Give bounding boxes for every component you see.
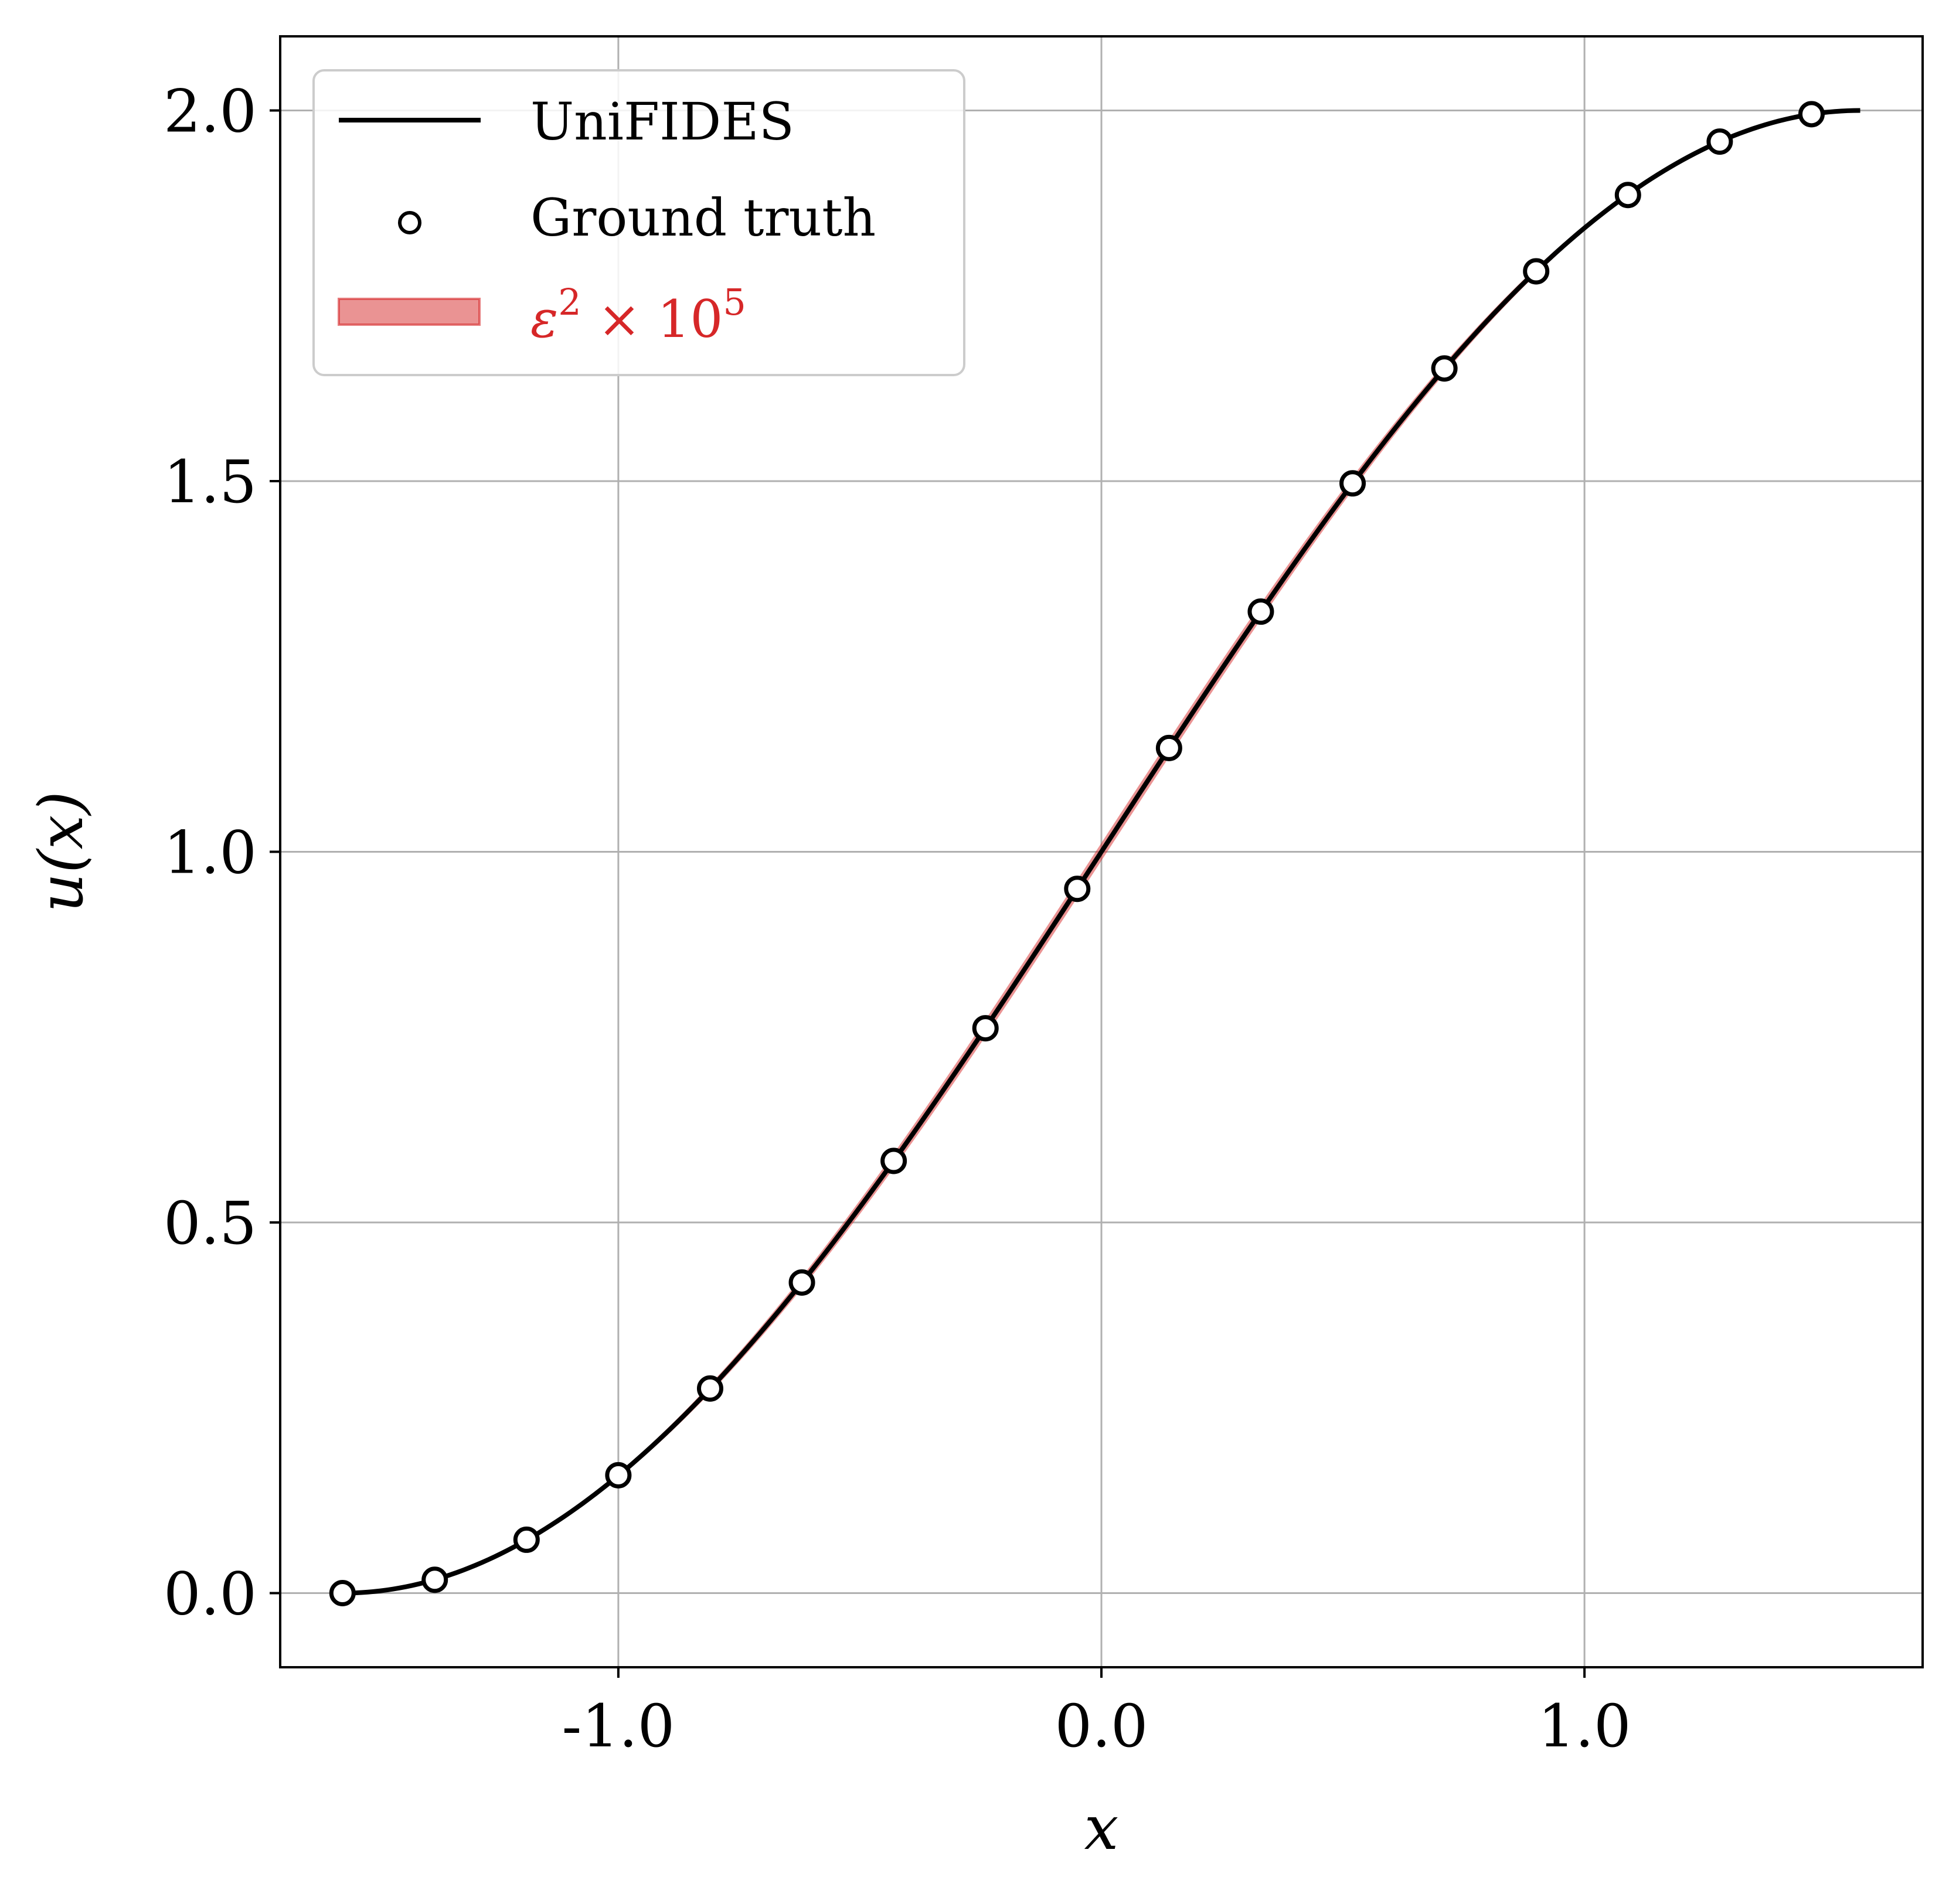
x-tick-label: -1.0 [562, 1692, 675, 1760]
x-tick-label: 0.0 [1055, 1692, 1148, 1760]
x-axis-label: x [1084, 1792, 1119, 1864]
unifides-line-layer [342, 108, 1860, 1596]
x-tick-label: 1.0 [1538, 1692, 1631, 1760]
ground-truth-point [788, 1269, 815, 1296]
ground-truth-point [972, 1015, 999, 1042]
legend-label-error-base: ε [530, 289, 558, 349]
ground-truth-points [329, 101, 1825, 1606]
ground-truth-point [605, 1462, 632, 1489]
ground-truth-point [1431, 355, 1458, 382]
y-axis-label: u(x) [25, 791, 97, 912]
ground-truth-point [329, 1580, 356, 1606]
ground-truth-point [421, 1566, 448, 1593]
legend-label-error: ε2 × 105 [530, 281, 746, 349]
y-tick-label: 1.0 [164, 819, 257, 887]
legend-label-error-mid: × 10 [581, 289, 723, 349]
legend-band-swatch [338, 298, 481, 326]
y-tick-label: 2.0 [164, 77, 257, 146]
legend: UniFIDES Ground truth ε2 × 105 [312, 69, 965, 376]
legend-marker-swatch [398, 211, 421, 234]
legend-label-error-exp2: 5 [723, 281, 746, 323]
ground-truth-point [880, 1147, 907, 1174]
unifides-line [342, 108, 1860, 1596]
legend-label-ground-truth: Ground truth [530, 188, 876, 248]
ground-truth-point [1064, 876, 1091, 902]
ground-truth-point [1523, 258, 1550, 285]
legend-label-unifides: UniFIDES [530, 91, 794, 152]
ground-truth-point [696, 1375, 723, 1402]
legend-label-error-exp1: 2 [558, 281, 581, 323]
y-tick-label: 0.5 [164, 1189, 257, 1258]
ground-truth-point [1339, 470, 1366, 497]
ground-truth-point [513, 1526, 540, 1553]
axis-ticks: -1.0 0.0 1.0 0.0 0.5 1.0 1.5 2.0 [164, 77, 1631, 1761]
y-tick-label: 1.5 [164, 448, 257, 516]
ground-truth-point [1614, 182, 1641, 209]
ground-truth-point [1706, 128, 1733, 155]
ground-truth-point [1155, 734, 1182, 761]
y-tick-label: 0.0 [164, 1560, 257, 1629]
ground-truth-point [1798, 101, 1825, 128]
ground-truth-point [1247, 598, 1274, 625]
